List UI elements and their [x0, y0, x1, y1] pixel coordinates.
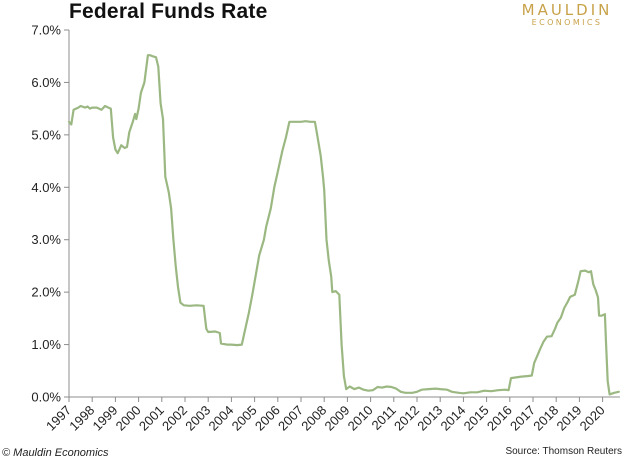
y-tick-label: 2.0% [31, 285, 61, 300]
x-axis: 1997199819992000200120022003200420052006… [43, 396, 620, 434]
y-tick-label: 7.0% [31, 23, 61, 38]
y-axis: 0.0% 1.0% 2.0% 3.0% 4.0% 5.0% 6.0% 7.0% [31, 23, 70, 405]
series-line [67, 54, 620, 396]
x-tick-label: 2002 [159, 403, 190, 434]
x-tick-label: 2009 [321, 403, 352, 434]
x-tick-label: 2010 [345, 403, 376, 434]
y-tick-label: 6.0% [31, 75, 61, 90]
credit-text: © Mauldin Economics [2, 447, 109, 459]
x-tick-label: 2008 [298, 403, 329, 434]
x-tick-label: 1998 [66, 403, 97, 434]
x-tick-label: 2006 [252, 403, 283, 434]
source-text: Source: Thomson Reuters [505, 446, 622, 457]
x-tick-label: 2000 [113, 403, 144, 434]
logo-subtitle: ECONOMICS [531, 18, 603, 27]
series-layer [67, 54, 620, 396]
x-tick-label: 2014 [437, 403, 468, 434]
x-tick-label: 2013 [414, 403, 445, 434]
chart-title: Federal Funds Rate [69, 0, 268, 23]
x-tick-label: 2018 [530, 403, 561, 434]
x-tick-label: 2019 [553, 403, 584, 434]
y-tick-label: 3.0% [31, 232, 61, 247]
x-tick-label: 2016 [484, 403, 515, 434]
x-tick-label: 2015 [461, 403, 492, 434]
x-tick-label: 2012 [391, 403, 422, 434]
y-tick-label: 5.0% [31, 127, 61, 142]
y-tick-label: 0.0% [31, 390, 61, 405]
x-tick-label: 2007 [275, 403, 306, 434]
x-tick-label: 1999 [89, 403, 120, 434]
x-tick-label: 2004 [205, 403, 236, 434]
x-tick-label: 2020 [577, 403, 608, 434]
x-tick-label: 2005 [229, 403, 260, 434]
x-tick-label: 2017 [507, 403, 538, 434]
x-tick-label: 1997 [43, 403, 74, 434]
x-tick-label: 2011 [369, 403, 399, 433]
x-tick-label: 2003 [182, 403, 213, 434]
logo-wordmark: MAULDIN [521, 1, 613, 19]
mauldin-economics-logo: MAULDIN ECONOMICS [512, 3, 622, 28]
x-tick-label: 2001 [136, 403, 167, 434]
y-tick-label: 4.0% [31, 180, 61, 195]
y-tick-label: 1.0% [31, 337, 61, 352]
